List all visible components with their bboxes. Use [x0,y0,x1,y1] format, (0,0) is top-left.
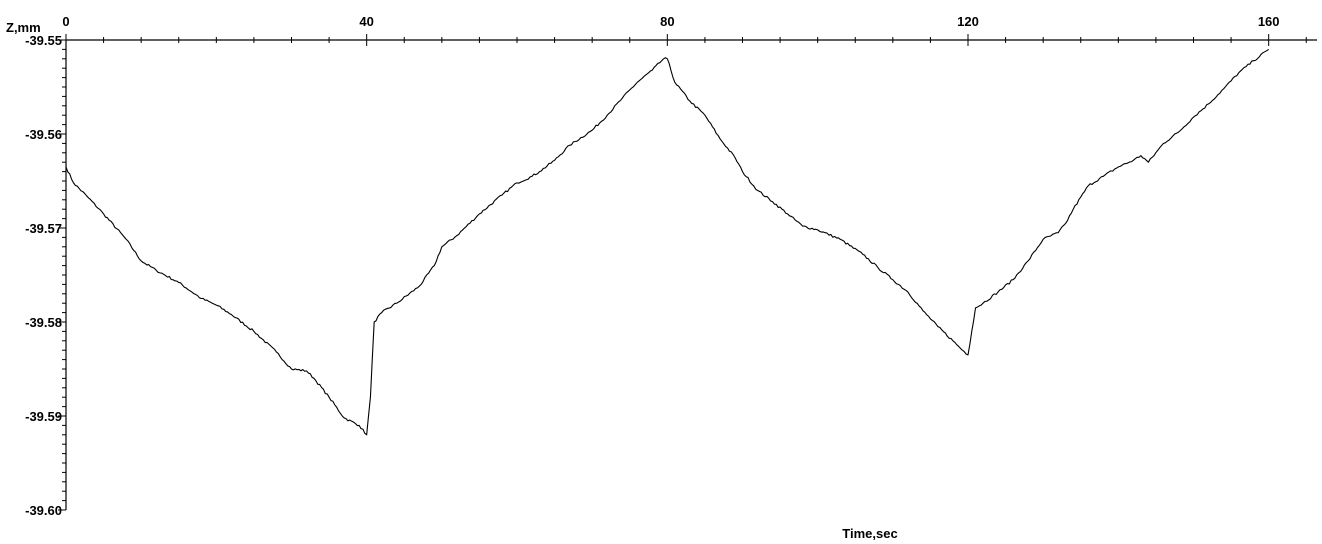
data-series-line [65,48,1269,436]
y-tick-label: -39.58 [25,315,62,330]
y-tick-label: -39.55 [25,33,62,48]
y-ticks: -39.55 -39.56 -39.57 -39.58 -39.59 -39.60 [25,33,66,518]
x-ticks: 0 40 80 120 160 [62,14,1307,46]
x-tick-label: 120 [957,14,979,29]
axes: 0 40 80 120 160 -39.55-39.56-39.57-39.58-39.… [25,14,1317,518]
y-tick-label: -39.57 [25,221,62,236]
x-axis-label: Time,sec [842,526,897,541]
y-tick-label: -39.60 [25,503,62,518]
y-tick-label: -39.56 [25,127,62,142]
x-tick-label: 160 [1258,14,1280,29]
x-tick-label: 40 [359,14,373,29]
x-tick-label: 80 [660,14,674,29]
y-tick-label: -39.59 [25,409,62,424]
y-axis-label: Z,mm [6,20,41,35]
x-tick-label: 0 [62,14,69,29]
